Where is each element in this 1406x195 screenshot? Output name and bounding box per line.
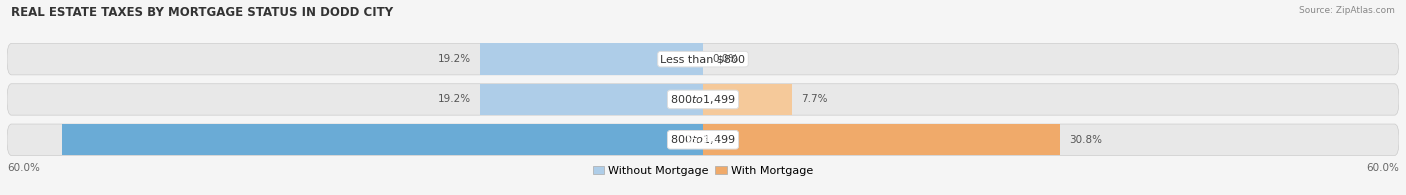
Text: $800 to $1,499: $800 to $1,499 [671, 133, 735, 146]
Text: 60.0%: 60.0% [1367, 163, 1399, 173]
Bar [481, 43, 703, 75]
Bar [481, 84, 703, 115]
Bar [703, 124, 1060, 155]
Text: 7.7%: 7.7% [801, 94, 828, 105]
Text: 19.2%: 19.2% [437, 54, 471, 64]
Text: Source: ZipAtlas.com: Source: ZipAtlas.com [1299, 6, 1395, 15]
Bar [703, 84, 793, 115]
Text: 55.3%: 55.3% [686, 135, 718, 145]
FancyBboxPatch shape [7, 124, 1399, 155]
Text: 19.2%: 19.2% [437, 94, 471, 105]
Text: Less than $800: Less than $800 [661, 54, 745, 64]
FancyBboxPatch shape [7, 43, 1399, 75]
Text: $800 to $1,499: $800 to $1,499 [671, 93, 735, 106]
Legend: Without Mortgage, With Mortgage: Without Mortgage, With Mortgage [593, 166, 813, 176]
Bar [62, 124, 703, 155]
FancyBboxPatch shape [7, 84, 1399, 115]
Text: 60.0%: 60.0% [7, 163, 39, 173]
Text: REAL ESTATE TAXES BY MORTGAGE STATUS IN DODD CITY: REAL ESTATE TAXES BY MORTGAGE STATUS IN … [11, 6, 394, 19]
Text: 30.8%: 30.8% [1070, 135, 1102, 145]
Text: 0.0%: 0.0% [713, 54, 738, 64]
